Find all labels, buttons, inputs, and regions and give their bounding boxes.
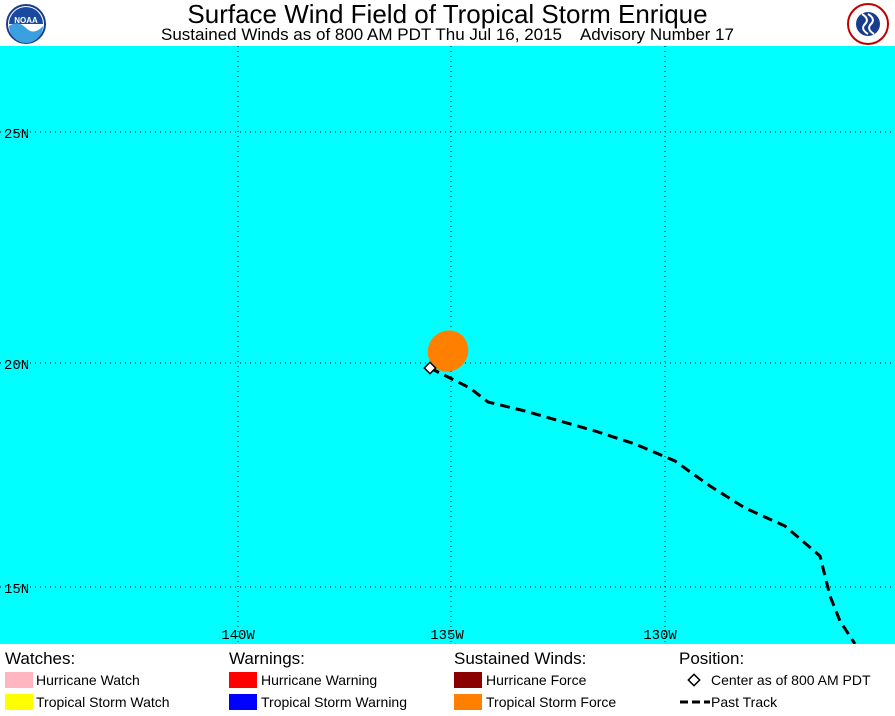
legend-hurricane-warning: Hurricane Warning bbox=[261, 672, 378, 688]
page-subtitle: Sustained Winds as of 800 AM PDT Thu Jul… bbox=[161, 25, 734, 44]
page-title: Surface Wind Field of Tropical Storm Enr… bbox=[187, 0, 708, 29]
swatch-tropical-storm-warning bbox=[229, 694, 257, 710]
lat-label-15n: 15N bbox=[4, 582, 29, 598]
legend-winds-title: Sustained Winds: bbox=[454, 649, 587, 668]
lon-label-135w: 135W bbox=[430, 628, 464, 644]
legend-tropical-storm-watch: Tropical Storm Watch bbox=[36, 694, 170, 710]
grid-lines bbox=[0, 46, 895, 644]
swatch-hurricane-watch bbox=[5, 672, 33, 688]
lon-label-140w: 140W bbox=[221, 628, 255, 644]
legend-hurricane-watch: Hurricane Watch bbox=[36, 672, 140, 688]
lon-label-130w: 130W bbox=[643, 628, 677, 644]
legend-warnings-title: Warnings: bbox=[229, 649, 305, 668]
lat-label-25n: 25N bbox=[4, 127, 29, 143]
legend-tropical-storm-force: Tropical Storm Force bbox=[486, 694, 617, 710]
legend-watches-title: Watches: bbox=[5, 649, 76, 668]
legend-hurricane-force: Hurricane Force bbox=[486, 672, 587, 688]
past-track-line bbox=[429, 366, 857, 645]
storm-map: 25N 20N 15N 140W 135W 130W bbox=[0, 46, 895, 645]
swatch-tropical-storm-watch bbox=[5, 694, 33, 710]
lat-label-20n: 20N bbox=[4, 358, 29, 374]
legend-past-track: Past Track bbox=[711, 694, 778, 710]
swatch-hurricane-force bbox=[454, 672, 482, 688]
storm-center-marker bbox=[423, 361, 437, 375]
dashed-line-icon bbox=[680, 700, 710, 704]
noaa-logo-icon: NOAA bbox=[6, 4, 46, 44]
legend-center-position: Center as of 800 AM PDT bbox=[711, 672, 871, 688]
legend-position-title: Position: bbox=[679, 649, 745, 668]
tropical-storm-force-wind-field bbox=[427, 330, 469, 372]
header: NOAA Surface Wind Field of Tropical Stor… bbox=[0, 0, 895, 46]
legend: Watches: Warnings: Sustained Winds: Posi… bbox=[0, 645, 895, 716]
swatch-hurricane-warning bbox=[229, 672, 257, 688]
nws-logo-icon bbox=[847, 3, 889, 45]
swatch-tropical-storm-force bbox=[454, 694, 482, 710]
legend-tropical-storm-warning: Tropical Storm Warning bbox=[261, 694, 408, 710]
noaa-logo-text: NOAA bbox=[14, 16, 38, 25]
diamond-marker-icon bbox=[687, 673, 701, 687]
